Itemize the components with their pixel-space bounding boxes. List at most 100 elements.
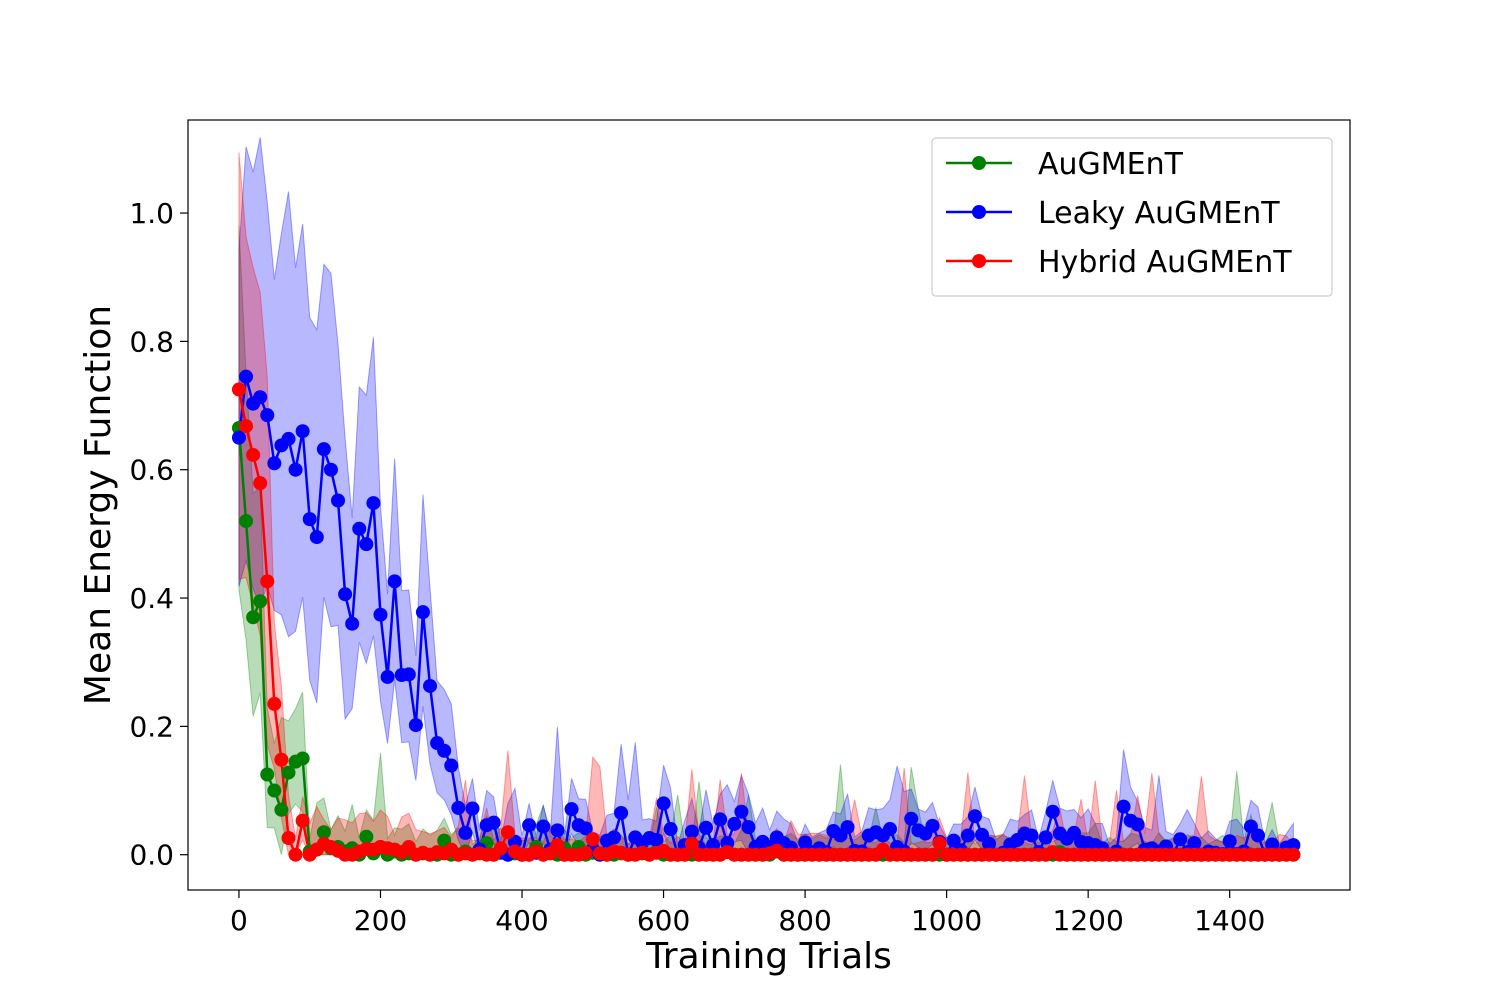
- leaky-augment-point: [345, 616, 360, 631]
- series-lines: [237, 376, 1294, 860]
- leaky-augment-point: [281, 431, 296, 446]
- x-axis-ticks: 0 200 400 600 800 1000 1200 1400: [230, 890, 1265, 937]
- x-tick-label: 200: [354, 904, 407, 937]
- hybrid-augment-point: [1286, 847, 1301, 862]
- leaky-augment-point: [1130, 817, 1145, 832]
- leaky-augment-point: [316, 442, 331, 457]
- leaky-augment-point: [253, 390, 268, 405]
- y-tick-label: 0.6: [129, 454, 174, 487]
- hybrid-augment-point: [281, 831, 296, 846]
- leaky-augment-point: [1024, 828, 1039, 843]
- leaky-augment-point: [331, 493, 346, 508]
- legend-swatch-marker: [972, 205, 986, 219]
- leaky-augment-point: [614, 806, 629, 820]
- leaky-augment-point: [302, 512, 317, 527]
- hybrid-augment-point: [932, 836, 947, 851]
- x-tick-label: 600: [637, 904, 690, 937]
- augment-point: [253, 594, 268, 609]
- leaky-augment-point: [387, 574, 402, 589]
- leaky-augment-point: [415, 605, 430, 620]
- x-axis-title: Training Trials: [645, 936, 892, 977]
- x-tick-label: 1200: [1053, 904, 1124, 937]
- leaky-augment-point: [352, 521, 367, 536]
- leaky-augment-point: [295, 424, 310, 439]
- hybrid-augment-point: [253, 476, 268, 491]
- legend: AuGMEnT Leaky AuGMEnT Hybrid AuGMEnT: [931, 137, 1333, 297]
- hybrid-augment-point: [925, 847, 940, 862]
- hybrid-augment-point: [267, 696, 282, 711]
- leaky-augment-point: [231, 430, 246, 445]
- x-tick-label: 400: [495, 904, 548, 937]
- leaky-augment-point: [522, 818, 537, 833]
- leaky-augment-point: [550, 823, 565, 838]
- leaky-augment-point: [1116, 799, 1131, 814]
- leaky-augment-point: [323, 462, 338, 477]
- leaky-augment-point: [1222, 834, 1237, 849]
- leaky-augment-point: [727, 816, 742, 831]
- leaky-augment-point: [741, 820, 756, 835]
- leaky-augment-point: [578, 821, 593, 836]
- leaky-augment-point: [564, 802, 579, 817]
- leaky-augment-point: [408, 718, 423, 733]
- legend-box: [931, 137, 1333, 297]
- hybrid-augment-point: [550, 838, 565, 853]
- leaky-augment-point: [706, 838, 721, 853]
- y-axis-ticks: 0.0 0.2 0.4 0.6 0.8 1.0: [129, 197, 188, 872]
- augment-point: [267, 783, 282, 798]
- leaky-augment-point: [338, 587, 353, 602]
- hybrid-augment-point: [493, 841, 508, 856]
- leaky-augment-point: [840, 820, 855, 835]
- leaky-augment-point: [1251, 828, 1266, 843]
- series-markers: [231, 369, 1301, 862]
- leaky-augment-point: [925, 818, 940, 833]
- leaky-augment-point: [734, 804, 749, 819]
- leaky-augment-point: [288, 462, 303, 477]
- leaky-augment-point: [380, 669, 395, 684]
- leaky-augment-point: [960, 828, 975, 843]
- hybrid-augment-point: [295, 813, 310, 828]
- leaky-augment-point: [239, 369, 254, 384]
- hybrid-augment-point: [274, 752, 289, 767]
- plot-frame: [187, 119, 1351, 891]
- augment-point: [274, 802, 289, 817]
- leaky-augment-point: [946, 833, 961, 848]
- hybrid-augment-point: [231, 382, 246, 397]
- x-tick-label: 800: [778, 904, 831, 937]
- hybrid-augment-point: [260, 574, 275, 589]
- leaky-augment-point: [1038, 830, 1053, 845]
- y-tick-label: 0.8: [129, 325, 174, 358]
- leaky-augment-point: [713, 812, 728, 827]
- leaky-augment-point: [465, 801, 480, 816]
- leaky-augment-point: [444, 758, 459, 773]
- hybrid-augment-point: [578, 845, 593, 860]
- leaky-augment-point: [663, 822, 678, 837]
- leaky-augment-point: [366, 496, 381, 511]
- legend-swatch-marker: [972, 156, 986, 170]
- leaky-augment-point: [982, 836, 997, 851]
- y-axis-title: Mean Energy Function: [78, 305, 119, 705]
- leaky-augment-point: [401, 667, 416, 682]
- hybrid-augment-point: [677, 847, 692, 862]
- leaky-augment-point: [649, 832, 664, 847]
- augment-point: [239, 514, 254, 529]
- x-tick-label: 1000: [911, 904, 982, 937]
- legend-label: Leaky AuGMEnT: [1038, 196, 1280, 231]
- leaky-augment-point: [607, 830, 622, 845]
- leaky-augment-point: [536, 819, 551, 834]
- hybrid-augment-point: [585, 832, 600, 847]
- leaky-augment-point: [373, 607, 388, 622]
- y-tick-label: 0.2: [129, 710, 174, 743]
- x-tick-label: 0: [230, 904, 248, 937]
- leaky-augment-point: [656, 796, 671, 811]
- legend-label: Hybrid AuGMEnT: [1038, 245, 1292, 280]
- leaky-augment-point: [883, 822, 898, 837]
- leaky-augment-point: [260, 408, 275, 423]
- hybrid-augment-point: [684, 836, 699, 851]
- augment-point: [246, 610, 261, 625]
- leaky-augment-point: [1173, 832, 1188, 847]
- legend-label: AuGMEnT: [1038, 147, 1184, 182]
- leaky-augment-point: [1265, 837, 1280, 852]
- hybrid-augment-point: [500, 825, 515, 840]
- legend-swatch-marker: [972, 254, 986, 268]
